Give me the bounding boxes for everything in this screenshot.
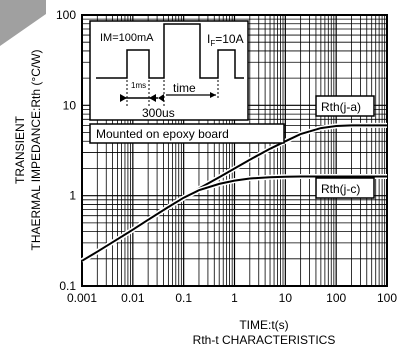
inset-if-label: IF=10A <box>207 32 244 48</box>
inset-arrowhead-2 <box>149 94 156 102</box>
series-label-rth-jc-text: Rth(j-c) <box>321 182 360 196</box>
board-annotation-box: Mounted on epoxy board <box>89 123 285 144</box>
y-tick-label: 100 <box>56 8 76 22</box>
x-axis-title: TIME:t(s) <box>239 318 288 332</box>
y-axis-title-line1: TRANSIENT <box>13 115 27 184</box>
series-label-rth-jc: Rth(j-c) <box>315 177 375 199</box>
inset-interval-label: 300us <box>142 106 175 120</box>
y-axis-title-line2: THAERMAL IMPEDANCE:Rth (°C/W) <box>29 49 43 250</box>
inset-arrowhead-time-right <box>210 92 216 98</box>
inset-pulse-width-label: 1ms <box>131 81 146 90</box>
y-tick-label: 1 <box>69 189 76 203</box>
inset-box <box>89 20 249 121</box>
inset-time-label: time <box>173 81 196 95</box>
x-tick-label: 0.1 <box>175 291 192 305</box>
inset-waveform <box>96 23 244 79</box>
series-label-rth-ja-text: Rth(j-a) <box>321 100 361 114</box>
chart-title: Rth-t CHARACTERISTICS <box>193 333 336 347</box>
series <box>80 122 387 263</box>
x-tick-label: 1 <box>231 291 238 305</box>
y-tick-labels: 0.1 1 10 100 <box>56 8 76 293</box>
inset-arrowhead-3 <box>158 94 164 102</box>
x-tick-label: 10 <box>279 291 293 305</box>
x-tick-labels: 0.001 0.01 0.1 1 10 100 100 <box>67 291 397 305</box>
inset-im-label: IM=100mA <box>100 32 154 44</box>
y-tick-label: 10 <box>63 98 77 112</box>
x-tick-label: 100 <box>377 291 397 305</box>
board-annotation: Mounted on epoxy board <box>96 127 229 141</box>
pulse-inset: IM=100mA IF=10A 1ms time 300us <box>89 20 249 121</box>
x-tick-label: 0.001 <box>67 291 97 305</box>
corner-decoration <box>0 0 46 46</box>
x-tick-label: 100 <box>326 291 346 305</box>
series-label-rth-ja: Rth(j-a) <box>315 95 375 117</box>
inset-arrowhead-1 <box>120 94 127 102</box>
x-tick-label: 0.01 <box>121 291 145 305</box>
y-tick-label: 0.1 <box>59 279 76 293</box>
series-line-rth-jc <box>81 175 387 262</box>
